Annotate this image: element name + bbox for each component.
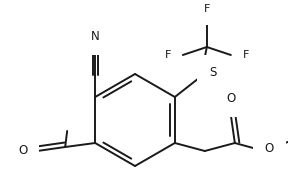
Text: F: F — [204, 4, 210, 14]
Text: O: O — [265, 143, 274, 156]
Text: O: O — [226, 92, 236, 105]
Text: O: O — [18, 145, 27, 158]
Text: N: N — [91, 30, 100, 43]
Text: S: S — [209, 67, 216, 80]
Text: F: F — [243, 50, 249, 60]
Text: F: F — [164, 50, 171, 60]
